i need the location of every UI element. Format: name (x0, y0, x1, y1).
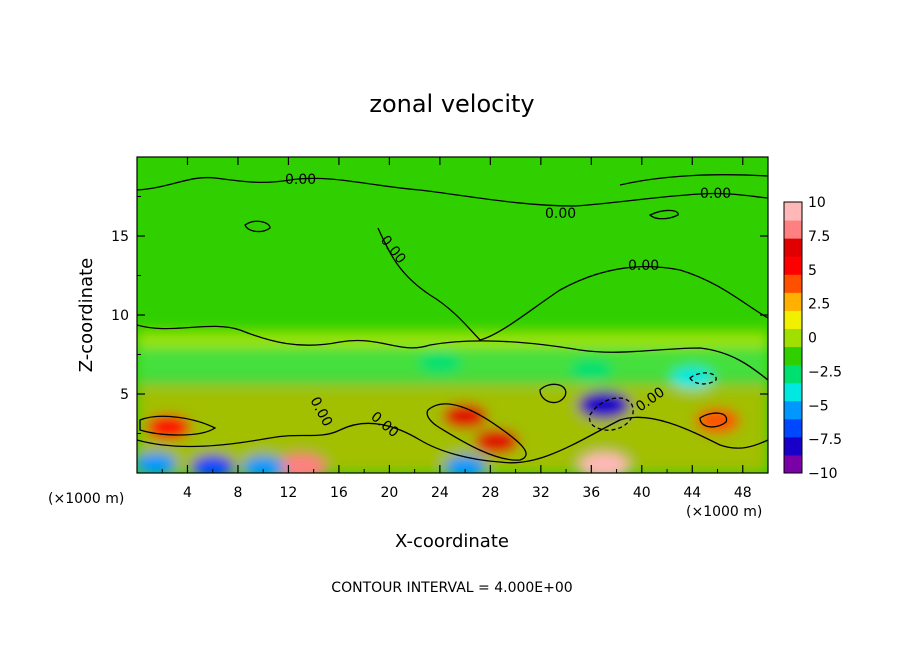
contour-eddy-c (539, 383, 567, 404)
contour-jet-core (426, 403, 527, 461)
x-tick-label: 40 (633, 485, 651, 501)
x-tick-label: 12 (280, 485, 298, 501)
contour-eddy-d (699, 412, 728, 428)
colorbar-tick-label: 2.5 (808, 297, 830, 313)
colorbar-swatch (784, 382, 802, 402)
contour-zero-central (377, 227, 768, 341)
y-tick-label: 10 (111, 308, 129, 324)
colorbar-tick-label: 7.5 (808, 229, 830, 245)
field-feature (417, 350, 462, 375)
colorbar-swatch (784, 436, 802, 456)
y-axis: 5 10 15 (111, 196, 768, 434)
field-feature (137, 451, 178, 473)
x-tick-label: 16 (330, 485, 348, 501)
contour-strong-core (588, 397, 634, 431)
colorbar-tick-label: −10 (808, 466, 838, 482)
field-feature (670, 366, 715, 391)
contour-zero-top-right (619, 174, 768, 186)
colorbar-swatch (784, 256, 802, 275)
colorbar-swatch (784, 238, 802, 257)
field-feature (474, 429, 519, 454)
contour-zero-near-surface (137, 416, 768, 464)
contour-zero-lower (137, 324, 768, 381)
contour-label: 0.00 (700, 186, 731, 202)
colorbar-swatch (784, 454, 802, 474)
field-feature (241, 454, 286, 473)
contour-eddy-e (689, 372, 717, 385)
field-feature (577, 451, 630, 473)
contour-eddy-b (648, 209, 679, 220)
x-tick-label: 28 (481, 485, 499, 501)
colorbar-swatch (784, 274, 802, 293)
colorbar-swatch (784, 328, 802, 348)
y-axis-label: Z-coordinate (76, 258, 97, 373)
x-tick-label: 24 (431, 485, 449, 501)
field-feature (443, 454, 488, 473)
x-tick-label: 8 (233, 485, 242, 501)
colorbar-swatch (784, 418, 802, 438)
field-feature (443, 404, 488, 429)
colorbar-swatch (784, 292, 802, 311)
colorbar-tick-label: −7.5 (808, 432, 842, 448)
x-axis: 4 8 12 16 20 24 28 32 36 40 44 48 (161, 157, 752, 501)
field-feature (190, 454, 235, 473)
colorbar-swatch (784, 202, 802, 221)
plot-area: 0.00 0.00 0.00 0.00 0.00 0.00 0.00 0.00 (137, 157, 768, 473)
colorbar-swatch (784, 346, 802, 366)
y-tick-label: 5 (120, 387, 129, 403)
x-axis-label: X-coordinate (395, 531, 509, 552)
x-unit-right: (×1000 m) (686, 504, 762, 520)
colorbar-frame (783, 201, 803, 474)
colorbar-swatch (784, 310, 802, 329)
contour-left-lens (139, 415, 217, 436)
colorbar-tick-label: 0 (808, 331, 817, 347)
contour-interval-note: CONTOUR INTERVAL = 4.000E+00 (331, 580, 572, 596)
x-tick-label: 44 (683, 485, 701, 501)
field-feature (577, 391, 630, 420)
colorbar-swatch (784, 400, 802, 420)
field-feature (569, 358, 614, 383)
y-tick-label: 15 (111, 229, 129, 245)
colorbar-tick-label: 10 (808, 195, 826, 211)
colorbar: 10 7.5 5 2.5 0 −2.5 −5 −7.5 −10 (783, 195, 842, 482)
x-unit-left: (×1000 m) (48, 491, 124, 507)
colorbar-tick-label: −5 (808, 398, 829, 414)
x-tick-label: 4 (183, 485, 192, 501)
contour-lines (137, 174, 768, 464)
x-tick-label: 48 (734, 485, 752, 501)
chart-title: zonal velocity (369, 90, 534, 118)
contour-mid-eddy (244, 220, 271, 233)
contour-label: 0.00 (545, 206, 576, 222)
x-tick-label: 20 (380, 485, 398, 501)
colorbar-tick-label: −2.5 (808, 364, 842, 380)
contour-label: 0.00 (628, 258, 659, 274)
colorbar-swatch (784, 364, 802, 384)
contour-zero-top (137, 176, 768, 207)
velocity-field (137, 330, 768, 473)
x-tick-label: 32 (532, 485, 550, 501)
colorbar-swatch (784, 220, 802, 239)
contour-label: 0.00 (285, 172, 316, 188)
colorbar-tick-label: 5 (808, 263, 817, 279)
x-tick-label: 36 (582, 485, 600, 501)
